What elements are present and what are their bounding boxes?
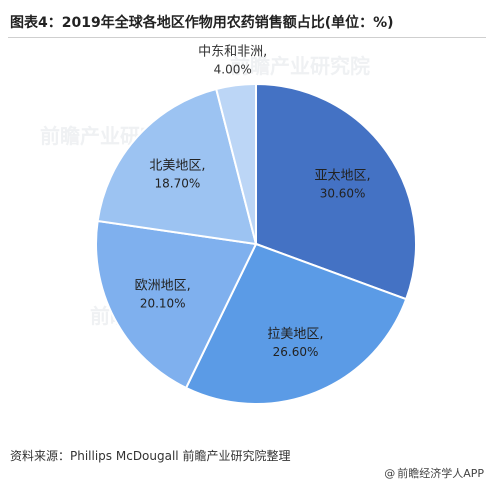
pie-slice — [184, 242, 408, 405]
slice-value-label: 26.60% — [273, 345, 319, 359]
pie-chart-svg: 亚太地区, 30.60% 拉美地区, 26.60% 欧洲地区, 20.10% 北美地区, 18… — [95, 45, 417, 405]
credit-text: 前瞻经济学人APP — [397, 467, 484, 480]
pie-slice — [214, 82, 257, 245]
slice-value-label: 18.70% — [155, 176, 201, 190]
slice-label: 欧洲地区, — [135, 278, 191, 293]
pie-slice — [95, 219, 258, 390]
pie-slice — [96, 87, 258, 246]
at-icon: @ — [384, 467, 396, 480]
chart-title: 图表4：2019年全球各地区作物用农药销售额占比(单位：%) — [10, 15, 394, 31]
source-note: 资料来源：Phillips McDougall 前瞻产业研究院整理 — [10, 449, 291, 463]
pie-chart: 亚太地区, 30.60% 拉美地区, 26.60% 欧洲地区, 20.10% 北美地区, 18… — [0, 40, 494, 430]
slice-value-label: 30.60% — [320, 187, 366, 201]
slice-label: 亚太地区, — [315, 169, 371, 184]
slice-label: 中东和非洲, — [198, 45, 267, 60]
pie-slice — [255, 82, 417, 301]
credit: @ 前瞻经济学人APP — [384, 465, 484, 481]
slice-label: 北美地区, — [149, 158, 205, 173]
slice-value-label: 4.00% — [214, 63, 252, 77]
slice-value-label: 20.10% — [140, 296, 186, 310]
title-divider — [8, 37, 486, 38]
slice-label: 拉美地区, — [267, 327, 323, 342]
